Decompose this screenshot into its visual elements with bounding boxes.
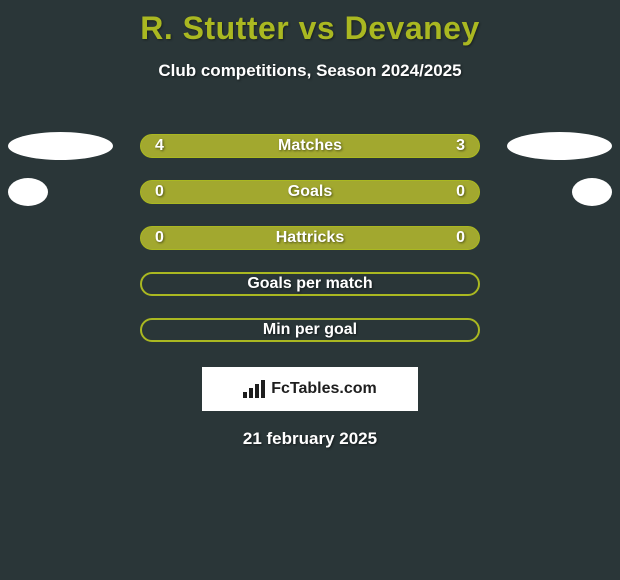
comparison-card: R. Stutter vs Devaney Club competitions,… — [0, 0, 620, 580]
stat-bar: 0 Goals 0 — [140, 180, 480, 204]
stat-left-value: 4 — [155, 137, 164, 155]
stat-row: Min per goal — [0, 307, 620, 353]
stat-left-value: 0 — [155, 229, 164, 247]
stat-bar: Min per goal — [140, 318, 480, 342]
brand-text: FcTables.com — [271, 380, 377, 398]
stat-right-value: 0 — [456, 183, 465, 201]
stat-bar: Goals per match — [140, 272, 480, 296]
left-ellipse — [8, 132, 113, 160]
stat-label: Hattricks — [276, 229, 344, 247]
date-label: 21 february 2025 — [0, 429, 620, 449]
left-ellipse — [8, 178, 48, 206]
subtitle: Club competitions, Season 2024/2025 — [0, 61, 620, 81]
stat-row: 0 Goals 0 — [0, 169, 620, 215]
page-title: R. Stutter vs Devaney — [0, 0, 620, 47]
stat-right-value: 0 — [456, 229, 465, 247]
right-ellipse — [507, 132, 612, 160]
stat-right-value: 3 — [456, 137, 465, 155]
stat-row: Goals per match — [0, 261, 620, 307]
stat-left-value: 0 — [155, 183, 164, 201]
right-ellipse — [572, 178, 612, 206]
bar-chart-icon — [243, 380, 265, 398]
stat-label: Goals per match — [247, 275, 372, 293]
stat-label: Min per goal — [263, 321, 357, 339]
brand-box: FcTables.com — [202, 367, 418, 411]
stats-rows: 4 Matches 3 0 Goals 0 0 Hattricks 0 Goals per mat… — [0, 123, 620, 353]
stat-label: Matches — [278, 137, 342, 155]
stat-bar: 0 Hattricks 0 — [140, 226, 480, 250]
stat-bar: 4 Matches 3 — [140, 134, 480, 158]
stat-label: Goals — [288, 183, 332, 201]
stat-row: 4 Matches 3 — [0, 123, 620, 169]
stat-row: 0 Hattricks 0 — [0, 215, 620, 261]
